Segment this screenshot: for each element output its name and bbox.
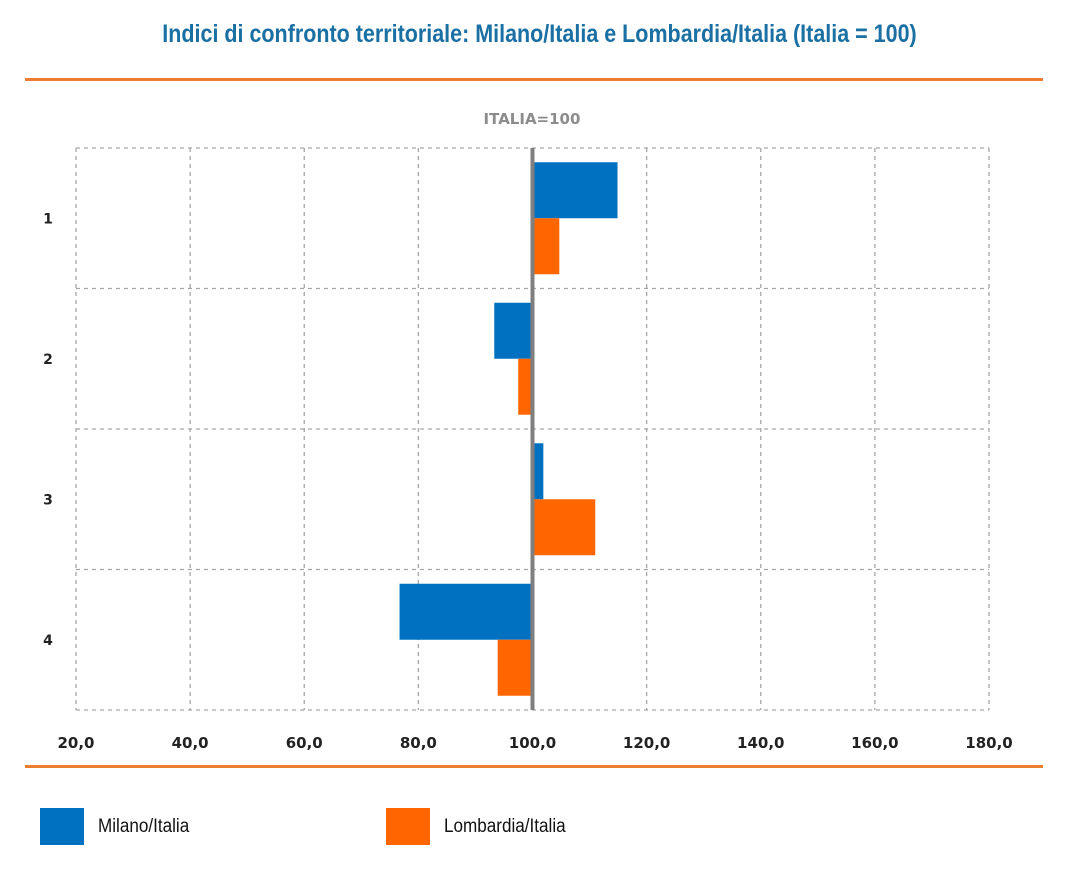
x-tick-label: 120,0: [623, 734, 670, 752]
legend-swatch-milano: [40, 808, 84, 845]
labels: 1 2 3 4 20,0 40,0 60,0 80,0 100,0 120,0 140,0 160,0…: [43, 211, 1013, 752]
legend-item-milano: Milano/Italia: [40, 808, 199, 845]
bar-lombardia-2: [518, 358, 533, 415]
bar-lombardia-1: [532, 218, 560, 275]
x-tick-label: 60,0: [286, 734, 323, 752]
category-label: 1: [43, 211, 53, 227]
category-label: 2: [43, 352, 53, 368]
bar-milano-3: [532, 443, 544, 500]
bars: [399, 162, 618, 696]
x-tick-label: 180,0: [965, 734, 1012, 752]
category-label: 3: [43, 492, 53, 508]
legend-item-lombardia: Lombardia/Italia: [386, 808, 579, 845]
chart-subtitle: ITALIA=100: [484, 110, 581, 128]
x-tick-label: 20,0: [57, 734, 94, 752]
legend-label-milano: Milano/Italia: [98, 815, 190, 837]
top-rule: [25, 78, 1043, 81]
x-tick-label: 160,0: [851, 734, 898, 752]
x-tick-label: 100,0: [509, 734, 556, 752]
bar-milano-4: [399, 583, 533, 640]
bar-milano-1: [532, 162, 618, 219]
x-tick-label: 40,0: [172, 734, 209, 752]
bar-lombardia-3: [532, 499, 596, 556]
legend-swatch-lombardia: [386, 808, 430, 845]
bar-lombardia-4: [497, 639, 533, 696]
category-label: 4: [43, 633, 53, 649]
bar-milano-2: [494, 302, 533, 359]
page-title: Indici di confronto territoriale: Milano…: [162, 20, 917, 48]
x-tick-label: 80,0: [400, 734, 437, 752]
bottom-rule: [25, 765, 1043, 768]
x-tick-label: 140,0: [737, 734, 784, 752]
legend-label-lombardia: Lombardia/Italia: [444, 815, 566, 837]
